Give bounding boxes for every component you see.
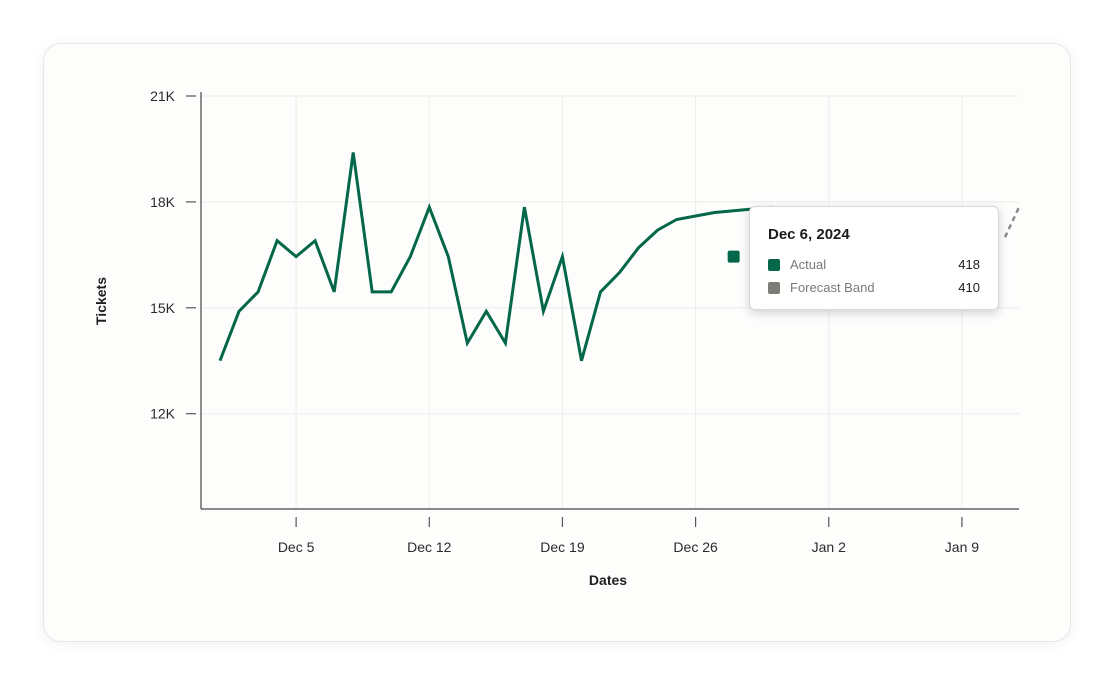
forecast-segment-line (1003, 206, 1021, 238)
x-axis-title: Dates (589, 572, 627, 588)
y-tick-label: 15K (150, 300, 176, 316)
highlight-point-marker (727, 250, 740, 263)
tooltip-row-value: 418 (958, 257, 980, 272)
forecast-swatch-icon (768, 281, 780, 294)
x-axis-ticks: Dec 5 Dec 12 Dec 19 Dec 26 Jan 2 Jan 9 (278, 517, 979, 555)
axes (200, 92, 1019, 510)
tooltip-row-forecast: Forecast Band 410 (768, 276, 980, 299)
actual-series-line (218, 152, 772, 362)
x-tick-label: Jan 2 (812, 539, 846, 555)
tooltip-row-actual: Actual 418 (768, 253, 980, 276)
tooltip-row-label: Forecast Band (790, 280, 875, 295)
tooltip-title: Dec 6, 2024 (768, 226, 850, 243)
y-tick-label: 21K (150, 88, 176, 104)
chart-card (43, 43, 1071, 642)
series-layer (218, 152, 1021, 362)
x-tick-label: Jan 9 (945, 539, 979, 555)
x-tick-label: Dec 12 (407, 539, 452, 555)
tooltip-row-label: Actual (790, 257, 827, 272)
x-tick-label: Dec 19 (540, 539, 585, 555)
x-tick-label: Dec 26 (673, 539, 718, 555)
y-tick-label: 12K (150, 406, 176, 422)
actual-swatch-icon (768, 258, 780, 271)
y-axis-ticks: 12K 15K 18K 21K (150, 88, 196, 422)
x-tick-label: Dec 5 (278, 539, 315, 555)
data-tooltip: Dec 6, 2024 Actual 418 Forecast Band 410 (749, 206, 999, 310)
y-tick-label: 18K (150, 194, 176, 210)
y-axis-title: Tickets (93, 277, 109, 325)
tooltip-row-value: 410 (958, 280, 980, 295)
